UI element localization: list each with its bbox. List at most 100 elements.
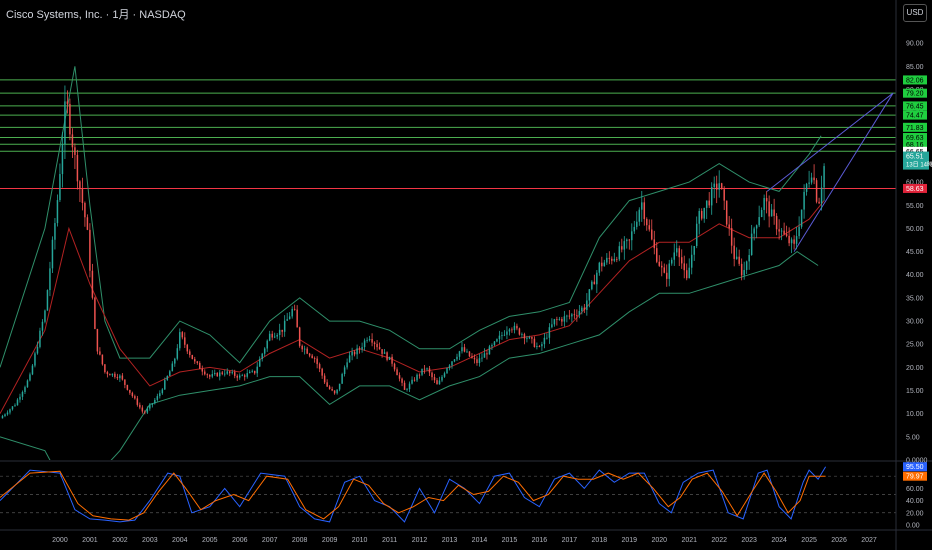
candle-body: [553, 319, 556, 325]
candle-body: [631, 231, 633, 241]
price-level-label-bg: [903, 139, 927, 149]
candle-body: [129, 389, 131, 393]
price-level-label-bg: [903, 122, 927, 132]
year-tick-label: 2020: [651, 537, 667, 544]
candle-body: [700, 211, 703, 219]
candle-body: [715, 183, 718, 190]
candle-body: [688, 267, 690, 279]
candle-body: [261, 353, 263, 360]
candle-body: [321, 368, 323, 376]
year-tick-label: 2018: [592, 537, 608, 544]
candle-body: [720, 183, 723, 190]
candle-body: [296, 309, 298, 328]
candle-body: [820, 187, 823, 204]
candle-body: [713, 183, 715, 188]
price-level-label: 69.63: [906, 135, 924, 142]
candle-body: [743, 269, 745, 276]
candle-body: [765, 198, 768, 202]
candle-body: [818, 201, 820, 204]
price-tick-label: 55.00: [906, 203, 924, 210]
candle-body: [246, 373, 248, 377]
candle-body: [376, 344, 378, 348]
candle-body: [64, 101, 66, 145]
currency-button[interactable]: USD: [903, 4, 927, 22]
candle-body: [36, 346, 39, 354]
year-tick-label: 2016: [532, 537, 548, 544]
price-tick-label: 20.00: [906, 365, 924, 372]
year-tick-label: 2012: [412, 537, 428, 544]
candle-body: [428, 368, 431, 373]
candle-body: [273, 336, 276, 338]
candle-body: [603, 262, 606, 267]
candle-body: [448, 365, 451, 369]
candle-body: [656, 248, 658, 262]
candle-body: [421, 368, 423, 375]
candle-body: [810, 177, 813, 183]
candle-body: [623, 241, 626, 250]
year-tick-label: 2002: [112, 537, 128, 544]
candle-body: [705, 200, 708, 208]
candle-body: [106, 372, 109, 375]
candle-body: [533, 338, 536, 348]
candle-body: [109, 374, 111, 376]
candle-body: [466, 351, 468, 353]
candle-body: [101, 354, 104, 365]
current-price-countdown: 13日 14時: [906, 161, 932, 169]
candle-body: [651, 229, 653, 240]
oscillator-value-label: 79.97: [906, 474, 924, 481]
candle-body: [581, 307, 583, 312]
candle-body: [596, 272, 598, 285]
candle-body: [671, 259, 673, 264]
candle-body: [666, 272, 668, 279]
candle-body: [723, 189, 725, 201]
candle-body: [468, 351, 471, 357]
candle-body: [503, 334, 506, 336]
candle-body: [199, 362, 201, 369]
candle-body: [286, 319, 288, 321]
candle-body: [49, 268, 51, 291]
price-tick-label: 10.00: [906, 411, 924, 418]
candle-body: [298, 327, 301, 346]
candle-body: [558, 318, 561, 320]
candle-body: [333, 390, 336, 394]
candle-body: [798, 226, 800, 237]
candle-body: [526, 338, 528, 340]
candle-body: [683, 263, 685, 271]
price-tick-label: 85.00: [906, 64, 924, 71]
bollinger-upper-band: [0, 66, 822, 368]
candle-body: [111, 373, 114, 376]
candle-body: [278, 329, 281, 336]
trendline-upper: [766, 92, 894, 192]
candle-body: [69, 103, 71, 135]
candle-body: [94, 297, 96, 329]
candle-body: [568, 315, 571, 317]
price-level-label: 74.47: [906, 113, 924, 120]
candle-body: [678, 248, 680, 258]
candle-body: [778, 229, 780, 232]
price-level-label-bg: [903, 88, 927, 98]
candle-body: [386, 352, 388, 360]
candle-body: [571, 314, 573, 317]
candle-body: [331, 388, 333, 391]
candle-body: [76, 154, 79, 182]
current-price-label: 65.51: [906, 154, 924, 161]
candle-body: [588, 289, 591, 301]
candle-body: [104, 364, 106, 373]
candle-body: [708, 200, 710, 206]
candle-body: [66, 101, 69, 104]
candle-body: [71, 134, 74, 148]
candle-body: [638, 209, 641, 222]
candle-body: [26, 380, 29, 388]
candle-body: [46, 290, 49, 311]
candle-body: [214, 372, 216, 375]
price-tick-label: 60.00: [906, 180, 924, 187]
candle-body: [403, 382, 406, 390]
candle-body: [426, 368, 428, 370]
year-tick-label: 2006: [232, 537, 248, 544]
price-level-label: 82.06: [906, 77, 924, 84]
candle-body: [1, 416, 4, 419]
candle-body: [346, 362, 348, 368]
candle-body: [179, 332, 181, 349]
